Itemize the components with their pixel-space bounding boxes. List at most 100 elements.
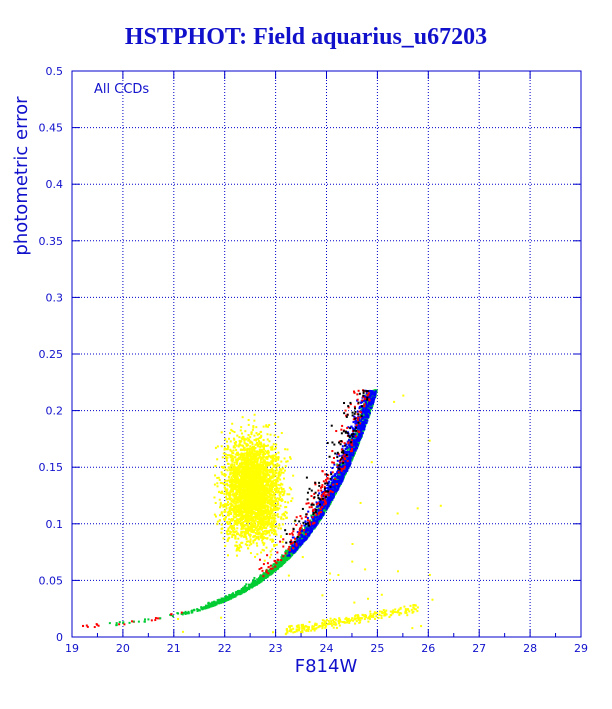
data-point-yellow bbox=[246, 522, 249, 525]
data-point-yellow bbox=[278, 491, 281, 494]
data-point-yellow bbox=[234, 516, 237, 519]
data-point-yellow bbox=[240, 541, 243, 544]
data-point-yellow bbox=[286, 448, 289, 451]
data-point-yellow bbox=[263, 461, 266, 464]
data-point-yellow bbox=[259, 525, 262, 528]
data-point-yellow bbox=[267, 520, 270, 523]
data-point-yellow bbox=[241, 463, 244, 466]
data-point-yellow bbox=[268, 487, 271, 490]
data-point-yellow bbox=[388, 615, 391, 618]
data-point-yellow bbox=[270, 448, 273, 451]
data-point-yellow bbox=[303, 628, 306, 631]
data-point-yellow bbox=[233, 441, 236, 444]
data-point-yellow bbox=[233, 463, 236, 466]
data-point-yellow bbox=[255, 432, 258, 435]
data-point-yellow bbox=[247, 455, 250, 458]
data-point-yellow bbox=[250, 485, 253, 488]
data-point-yellow bbox=[265, 492, 268, 495]
data-point-yellow bbox=[257, 475, 260, 478]
data-point-yellow bbox=[181, 630, 184, 633]
data-point-yellow bbox=[245, 508, 248, 511]
data-point-yellow bbox=[255, 439, 258, 442]
data-point-yellow bbox=[236, 491, 239, 494]
data-point-yellow bbox=[262, 490, 265, 493]
data-point-yellow bbox=[228, 510, 231, 513]
data-point-green bbox=[190, 610, 193, 613]
data-point-yellow bbox=[271, 502, 274, 505]
data-point-yellow bbox=[259, 523, 262, 526]
data-point-yellow bbox=[237, 457, 240, 460]
data-point-yellow bbox=[234, 502, 237, 505]
data-point-yellow bbox=[261, 530, 264, 533]
data-point-yellow bbox=[229, 490, 232, 493]
data-point-green bbox=[284, 550, 287, 553]
data-point-yellow bbox=[375, 611, 378, 614]
data-point-yellow bbox=[372, 615, 375, 618]
data-point-yellow bbox=[253, 519, 256, 522]
data-point-yellow bbox=[239, 545, 242, 548]
data-point-yellow bbox=[273, 484, 276, 487]
data-point-yellow bbox=[248, 452, 251, 455]
data-point-yellow bbox=[257, 452, 260, 455]
data-point-yellow bbox=[232, 494, 235, 497]
data-point-yellow bbox=[271, 454, 274, 457]
data-point-yellow bbox=[257, 457, 260, 460]
data-point-yellow bbox=[290, 628, 293, 631]
data-point-yellow bbox=[404, 610, 407, 613]
data-point-yellow bbox=[265, 475, 268, 478]
data-point-yellow bbox=[367, 617, 370, 620]
data-point-yellow bbox=[226, 532, 229, 535]
data-point-yellow bbox=[411, 611, 414, 614]
data-point-yellow bbox=[234, 473, 237, 476]
data-point-yellow bbox=[232, 527, 235, 530]
data-point-yellow bbox=[261, 548, 264, 551]
data-point-yellow bbox=[276, 514, 279, 517]
data-point-yellow bbox=[237, 464, 240, 467]
data-point-yellow bbox=[256, 444, 259, 447]
data-point-yellow bbox=[258, 436, 261, 439]
data-point-yellow bbox=[391, 610, 394, 613]
data-point-yellow bbox=[286, 630, 289, 633]
data-point-yellow bbox=[301, 631, 304, 634]
data-point-yellow bbox=[370, 461, 373, 464]
data-point-yellow bbox=[265, 546, 268, 549]
data-point-yellow bbox=[270, 496, 273, 499]
data-point-yellow bbox=[236, 518, 239, 521]
data-point-yellow bbox=[282, 471, 285, 474]
data-point-yellow bbox=[250, 476, 253, 479]
data-point-yellow bbox=[243, 535, 246, 538]
data-point-yellow bbox=[259, 453, 262, 456]
data-point-yellow bbox=[251, 474, 254, 477]
data-point-yellow bbox=[257, 507, 260, 510]
data-point-yellow bbox=[254, 469, 257, 472]
data-point-yellow bbox=[327, 619, 330, 622]
data-point-yellow bbox=[267, 505, 270, 508]
data-point-yellow bbox=[255, 506, 258, 509]
data-point-yellow bbox=[216, 520, 219, 523]
data-point-yellow bbox=[242, 470, 245, 473]
data-point-yellow bbox=[252, 504, 255, 507]
data-point-yellow bbox=[248, 499, 251, 502]
data-point-yellow bbox=[226, 520, 229, 523]
data-point-yellow bbox=[255, 458, 258, 461]
data-point-yellow bbox=[238, 439, 241, 442]
data-point-yellow bbox=[241, 483, 244, 486]
data-point-yellow bbox=[300, 631, 303, 634]
data-point-yellow bbox=[271, 516, 274, 519]
data-point-yellow bbox=[260, 517, 263, 520]
data-point-yellow bbox=[250, 459, 253, 462]
data-point-yellow bbox=[249, 436, 252, 439]
data-point-yellow bbox=[245, 444, 248, 447]
data-point-yellow bbox=[257, 494, 260, 497]
data-point-yellow bbox=[272, 491, 275, 494]
data-point-green bbox=[317, 507, 320, 510]
data-point-yellow bbox=[249, 541, 252, 544]
data-point-yellow bbox=[242, 469, 245, 472]
data-point-yellow bbox=[242, 435, 245, 438]
data-point-yellow bbox=[235, 522, 238, 525]
data-point-yellow bbox=[266, 474, 269, 477]
data-point-yellow bbox=[276, 506, 279, 509]
data-point-yellow bbox=[372, 614, 375, 617]
data-point-yellow bbox=[267, 481, 270, 484]
data-point-yellow bbox=[235, 462, 238, 465]
